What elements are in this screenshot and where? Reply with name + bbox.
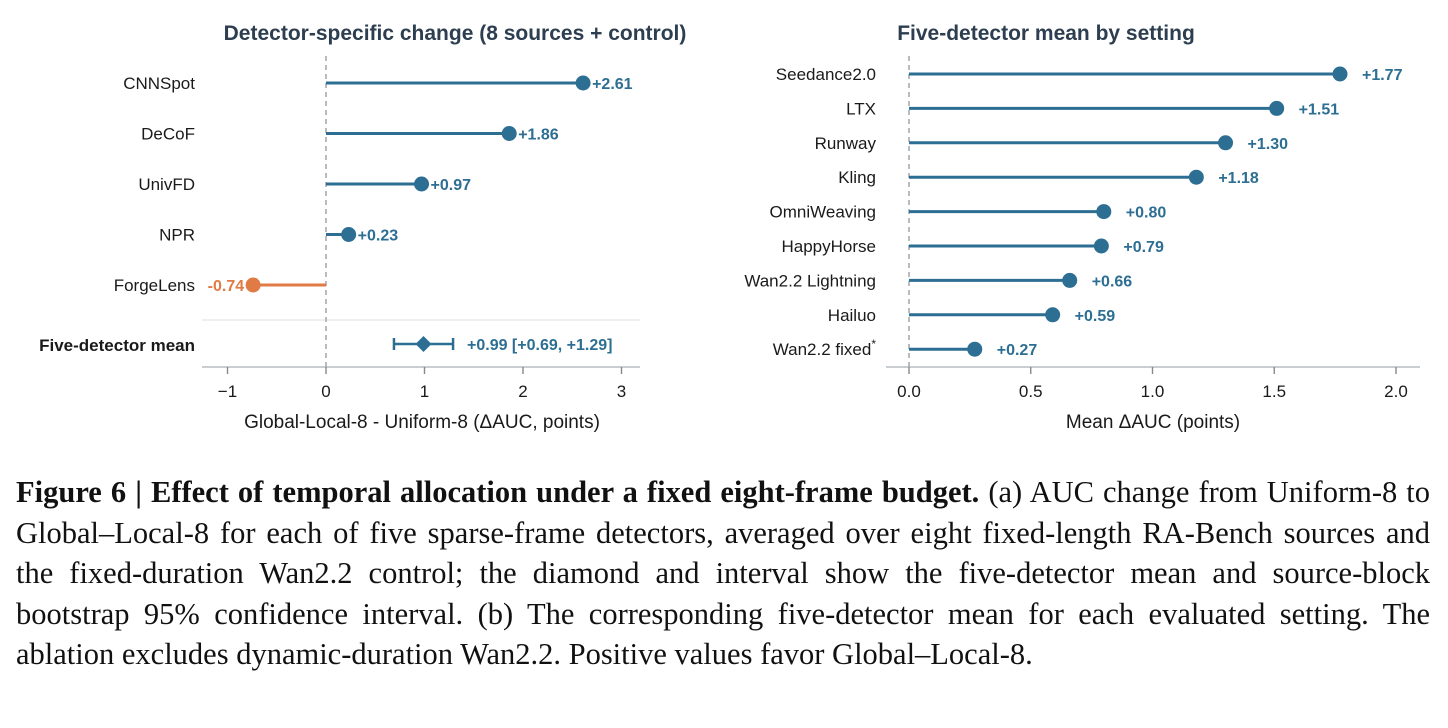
- setting-point: [1218, 135, 1234, 151]
- setting-value-label: +0.66: [1092, 273, 1133, 290]
- detector-row: ForgeLens -0.74: [114, 276, 326, 295]
- figure-panels: Detector-specific change (8 sources + co…: [39, 22, 1420, 433]
- setting-label: Kling: [838, 168, 876, 187]
- setting-point: [967, 341, 983, 357]
- detector-row: NPR +0.23: [159, 226, 398, 245]
- detector-value-label: +2.61: [592, 76, 633, 93]
- detector-row: DeCoF +1.86: [141, 125, 559, 144]
- panel-a-tick-label: 2: [518, 382, 527, 401]
- panel-b-tick-label: 0.5: [1019, 382, 1043, 401]
- panel-a-detector-change: Detector-specific change (8 sources + co…: [39, 22, 686, 433]
- detector-label: CNNSpot: [123, 74, 195, 93]
- setting-label: HappyHorse: [782, 237, 877, 256]
- detector-value-label: +0.23: [358, 228, 399, 245]
- detector-point: [245, 277, 261, 293]
- summary-label: Five-detector mean: [39, 336, 195, 355]
- caption-body: (a) AUC change from Uniform-8 to Global–…: [16, 475, 1431, 671]
- setting-point: [1093, 238, 1109, 254]
- setting-label: Runway: [815, 134, 877, 153]
- detector-label: NPR: [159, 226, 195, 245]
- panel-b-mean-by-setting: Five-detector mean by setting 0.0 0.5 1.0 1…: [744, 22, 1420, 433]
- setting-point: [1269, 100, 1285, 116]
- panel-a-tick-label: 1: [420, 382, 429, 401]
- panel-a-tick-label: 3: [617, 382, 626, 401]
- figure-caption: Figure 6 | Effect of temporal allocation…: [16, 472, 1430, 675]
- summary-value-label: +0.99 [+0.69, +1.29]: [467, 337, 612, 354]
- setting-value-label: +0.59: [1075, 308, 1116, 325]
- detector-value-label: -0.74: [208, 278, 245, 295]
- setting-point: [1045, 307, 1061, 323]
- detector-point: [575, 75, 591, 91]
- detector-value-label: +1.86: [518, 127, 559, 144]
- panel-b-tick-label: 1.5: [1262, 382, 1286, 401]
- setting-value-label: +1.77: [1362, 67, 1403, 84]
- setting-row: Hailuo +0.59: [828, 306, 1115, 325]
- panel-a-tick-label: 0: [321, 382, 330, 401]
- panel-b-tick-label: 0.0: [897, 382, 921, 401]
- detector-point: [501, 126, 517, 141]
- setting-label: Hailuo: [828, 306, 876, 325]
- setting-label-asterisk: *: [871, 337, 876, 351]
- setting-point: [1188, 169, 1204, 185]
- detector-label: ForgeLens: [114, 276, 195, 295]
- setting-point: [1062, 272, 1078, 288]
- setting-label: LTX: [846, 99, 876, 118]
- setting-row: OmniWeaving +0.80: [770, 203, 1167, 222]
- setting-row: Seedance2.0 +1.77: [776, 65, 1403, 84]
- setting-value-label: +1.18: [1218, 170, 1259, 187]
- setting-point: [1332, 66, 1348, 82]
- setting-row: LTX +1.51: [846, 99, 1339, 118]
- setting-value-label: +1.30: [1248, 136, 1289, 153]
- setting-value-label: +0.80: [1126, 205, 1167, 222]
- panel-a-title: Detector-specific change (8 sources + co…: [224, 22, 687, 45]
- detector-label: DeCoF: [141, 125, 195, 144]
- setting-value-label: +1.51: [1299, 101, 1340, 118]
- panel-b-title: Five-detector mean by setting: [897, 22, 1195, 45]
- panel-b-tick-label: 1.0: [1141, 382, 1165, 401]
- detector-row: CNNSpot +2.61: [123, 74, 632, 93]
- setting-label: Wan2.2 Lightning: [744, 271, 876, 290]
- setting-row: Kling +1.18: [838, 168, 1259, 187]
- setting-value-label: +0.27: [997, 342, 1038, 359]
- setting-label: OmniWeaving: [770, 203, 876, 222]
- setting-point: [1096, 204, 1112, 220]
- panel-a-tick-label: −1: [218, 382, 237, 401]
- detector-label: UnivFD: [138, 175, 195, 194]
- setting-row: HappyHorse +0.79: [782, 237, 1164, 256]
- panel-b-x-label: Mean ΔAUC (points): [1066, 412, 1240, 433]
- summary-diamond: [415, 336, 432, 352]
- detector-value-label: +0.97: [431, 177, 472, 194]
- setting-row: Wan2.2 Lightning +0.66: [744, 271, 1132, 290]
- setting-label: Seedance2.0: [776, 65, 876, 84]
- detector-row: UnivFD +0.97: [138, 175, 471, 194]
- detector-point: [414, 176, 430, 192]
- caption-figure-label: Figure 6: [16, 475, 127, 509]
- detector-point: [341, 227, 357, 242]
- panel-a-summary: Five-detector mean +0.99 [+0.69, +1.29]: [39, 336, 612, 355]
- setting-row: Runway +1.30: [815, 134, 1289, 153]
- setting-row: Wan2.2 fixed* +0.27: [773, 337, 1038, 359]
- panel-b-tick-label: 2.0: [1384, 382, 1408, 401]
- caption-separator: |: [126, 475, 151, 509]
- panel-a-x-label: Global-Local-8 - Uniform-8 (ΔAUC, points…: [244, 412, 600, 433]
- setting-value-label: +0.79: [1123, 239, 1164, 256]
- setting-label: Wan2.2 fixed*: [773, 337, 877, 359]
- caption-title: Effect of temporal allocation under a fi…: [150, 475, 980, 509]
